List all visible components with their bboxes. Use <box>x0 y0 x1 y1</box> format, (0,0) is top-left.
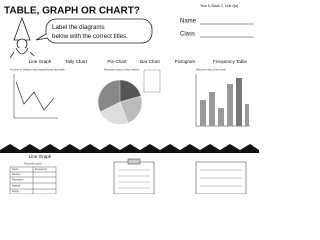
clipboard <box>113 158 155 194</box>
diagram-title: Favourite sport <box>24 162 42 166</box>
instruction: Label the diagrams below with the correct… <box>52 24 128 40</box>
diagram-title: Favourite colour of the children <box>104 68 140 72</box>
instruction-line: Label the diagrams <box>52 24 105 31</box>
wizard <box>9 16 35 59</box>
page: TABLE, GRAPH OR CHART? Year 5, Block C, … <box>0 3 259 194</box>
divider <box>0 144 259 153</box>
table-cell: Rugby <box>12 189 20 193</box>
table-cell: Netball <box>12 184 20 188</box>
diagram-title: Favourite day of the week <box>196 68 226 72</box>
table-cell: Rounders <box>12 178 24 182</box>
speech-bubble <box>45 18 153 44</box>
table-header: Frequency <box>35 167 48 171</box>
label: Line Graph <box>29 154 52 159</box>
label: Pictogram <box>175 59 196 64</box>
pie-chart <box>97 79 143 125</box>
pictogram-sheet <box>195 161 247 194</box>
title: TABLE, GRAPH OR CHART? <box>4 6 140 17</box>
class-label: Class <box>180 32 195 38</box>
label: Pie Chart <box>107 59 127 64</box>
label: Line Graph <box>29 59 52 64</box>
label: Frequency Table <box>213 59 247 64</box>
instruction-line: below with the correct titles. <box>52 33 128 40</box>
bubble-tail <box>35 33 49 41</box>
label: Tally Chart <box>65 59 87 64</box>
unit: Year 5, Block C, Unit 2(a) <box>200 4 238 8</box>
line-graph <box>13 74 58 119</box>
diagram-title: Number of children with packed lunch thi… <box>10 68 65 72</box>
worksheet: TABLE, GRAPH OR CHART? Year 5, Block C, … <box>0 3 259 194</box>
table-cell: Hockey <box>12 172 21 176</box>
pie-key <box>143 69 161 93</box>
label: Bar Chart <box>140 59 160 64</box>
frequency-table <box>9 166 57 194</box>
bar-chart <box>195 74 250 127</box>
table-header: Sport <box>12 167 18 171</box>
name-label: Name <box>180 19 197 25</box>
